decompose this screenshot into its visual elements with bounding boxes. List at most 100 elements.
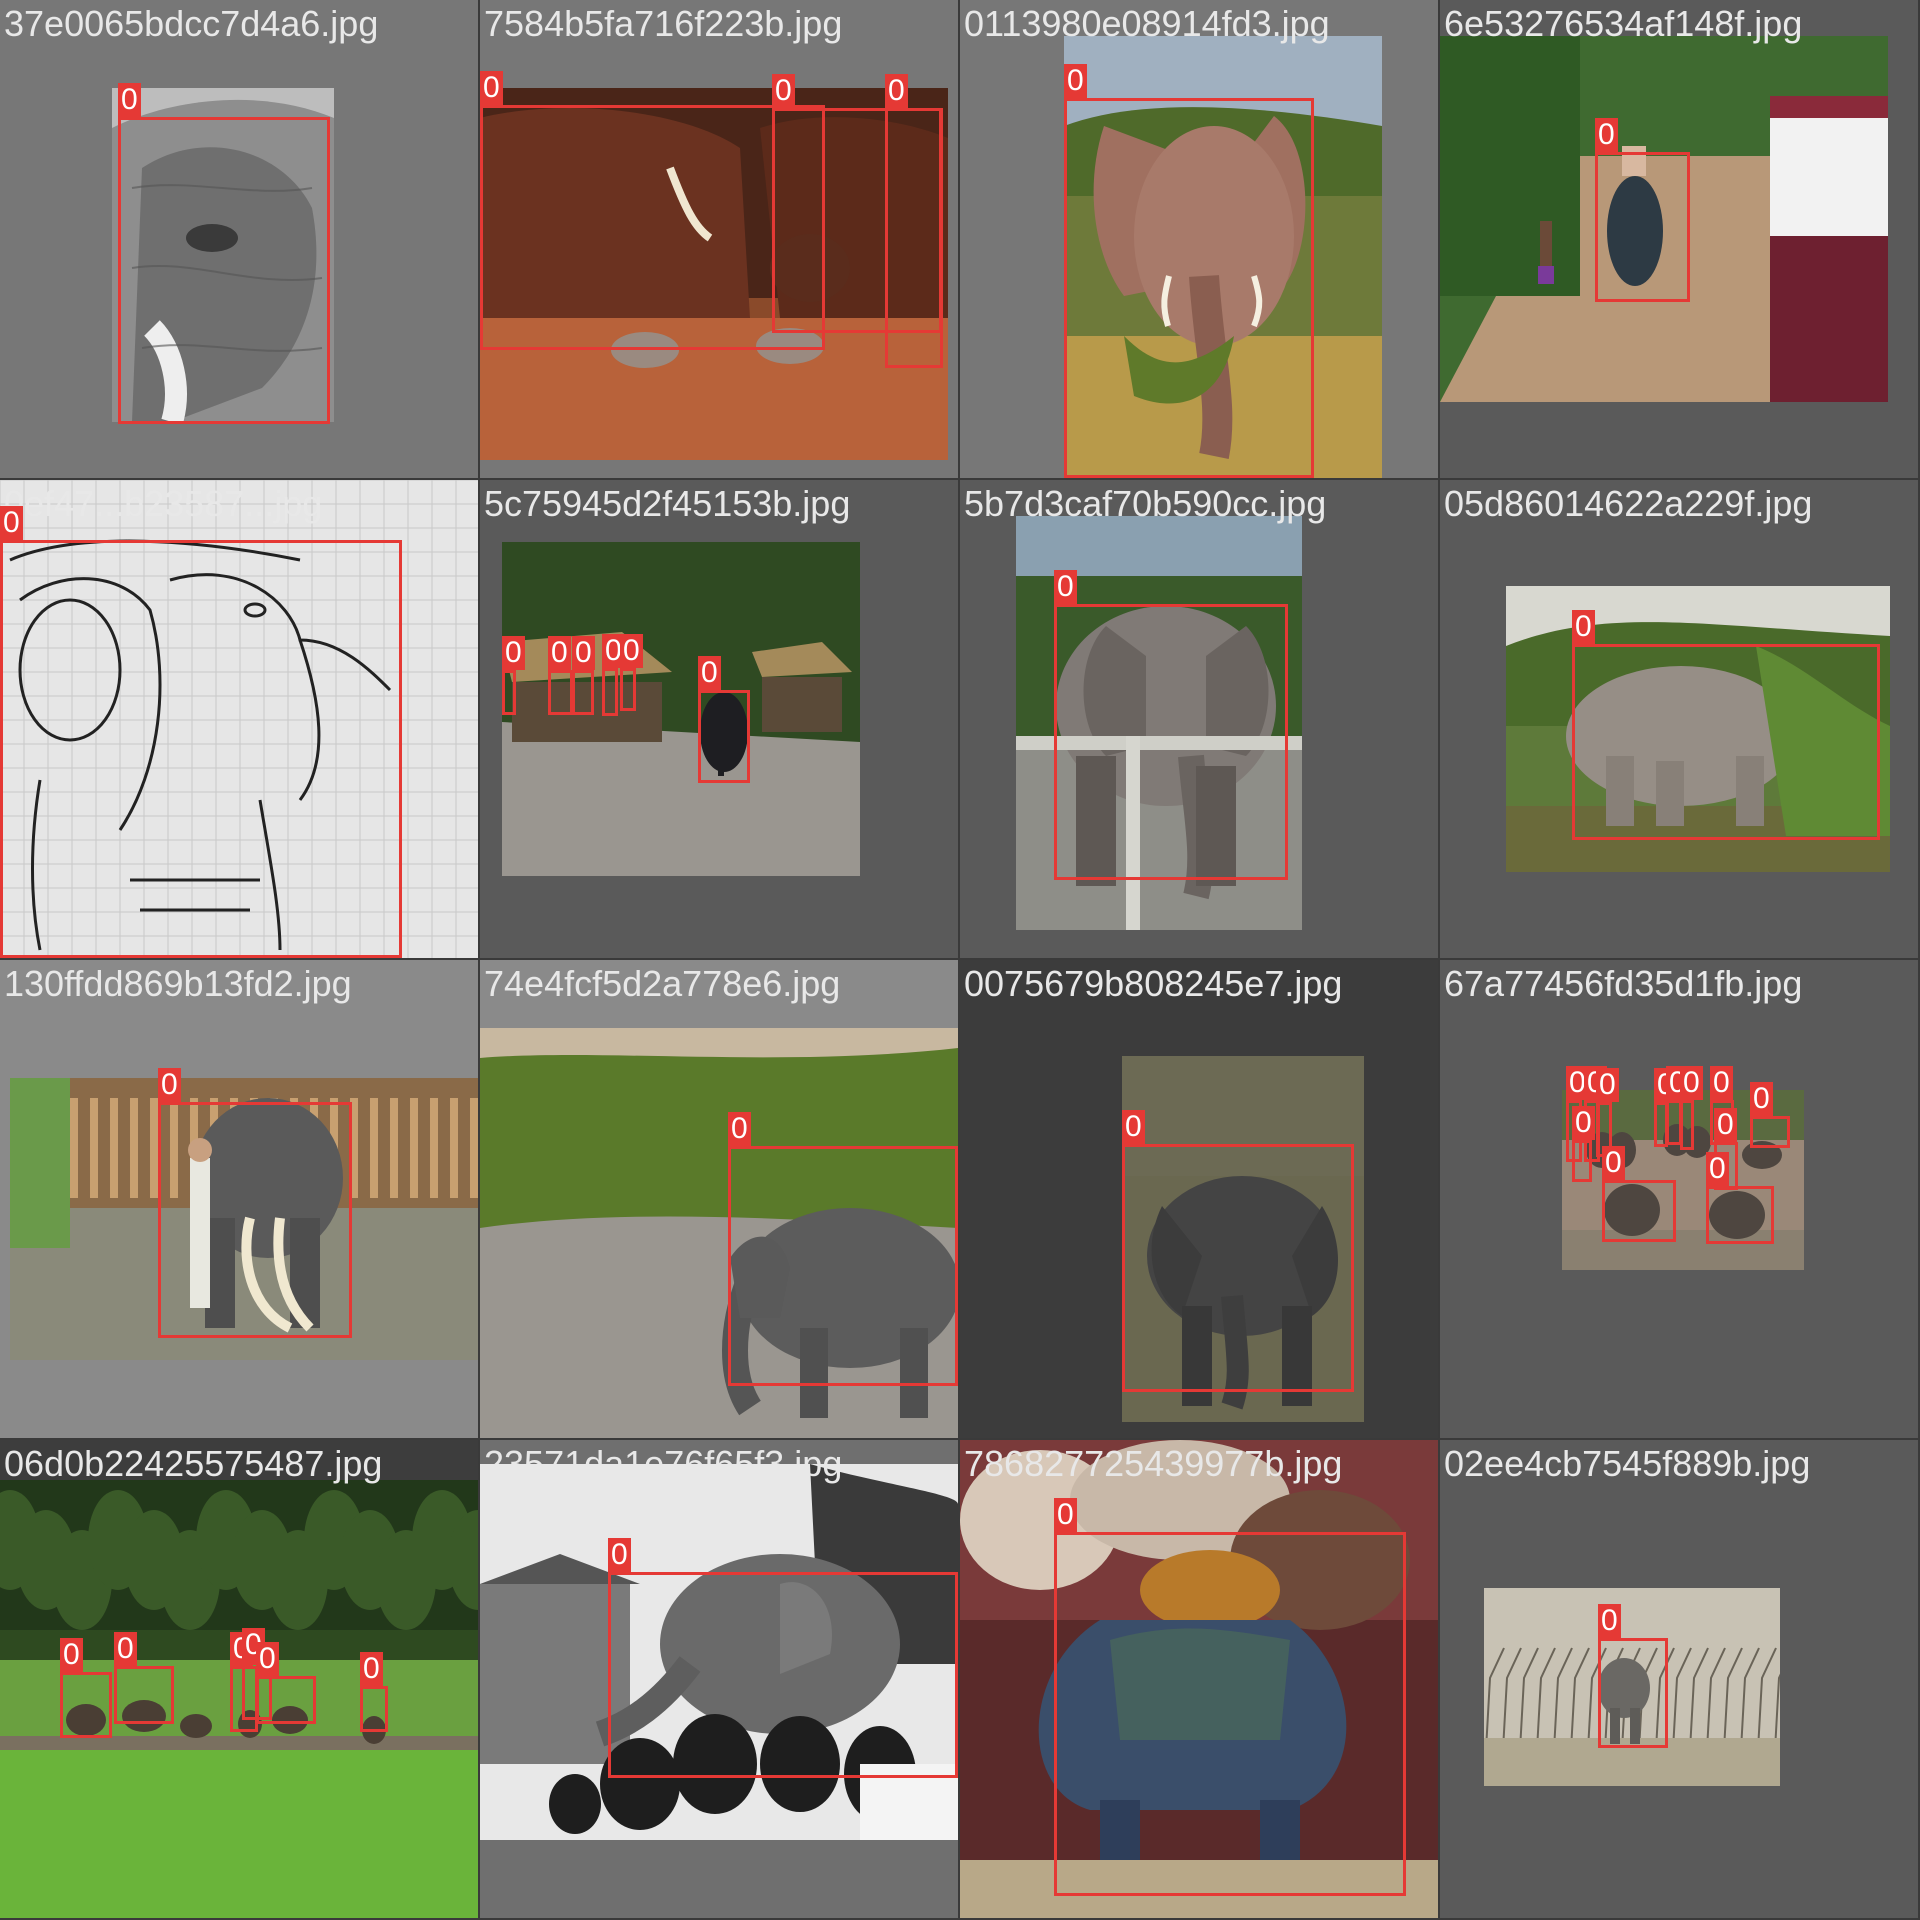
detection-box: [1572, 644, 1880, 840]
tile-filename: 130ffdd869b13fd2.jpg: [4, 963, 352, 1004]
detection-class-label: 0: [1054, 570, 1077, 604]
tile-filename: 05d86014622a229f.jpg: [1444, 483, 1813, 524]
detection-class-label: 0: [256, 1642, 279, 1676]
tile-filename: 0075679b808245e7.jpg: [964, 963, 1343, 1004]
tile-photo: [1484, 1588, 1780, 1786]
detection-box: [1680, 1100, 1694, 1150]
detection-box: [620, 668, 636, 711]
detection-class-label: 0: [158, 1068, 181, 1102]
detection-class-label: 0: [480, 71, 503, 105]
tile-photo: [480, 1028, 958, 1438]
detection-class-label: 0: [1714, 1108, 1737, 1142]
tile-photo: [10, 1078, 478, 1360]
tile-filename: 74e4fcf5d2a778e6.jpg: [484, 963, 841, 1004]
detection-class-label: 0: [1598, 1604, 1621, 1638]
tile-filename: 0ef47...b23587...jpg: [4, 483, 323, 524]
detection-box: [1064, 98, 1314, 478]
detection-box: [698, 690, 750, 783]
tile-filename: 6e53276534af148f.jpg: [1444, 3, 1803, 44]
tile-photo: [960, 1440, 1438, 1918]
detection-class-label: 0: [1054, 1498, 1077, 1532]
detection-class-label: 0: [1572, 1106, 1595, 1140]
detection-box: [1706, 1186, 1774, 1244]
tile-photo: [1122, 1056, 1364, 1422]
tile-filename: 5c75945d2f45153b.jpg: [484, 483, 851, 524]
detection-box: [885, 108, 943, 368]
detection-class-label: 0: [620, 634, 643, 668]
detection-class-label: 0: [548, 636, 571, 670]
detection-box: [608, 1572, 958, 1778]
tile-photo: [480, 88, 948, 460]
tile-photo: [0, 480, 478, 958]
detection-class-label: 0: [608, 1538, 631, 1572]
mosaic-tile: 0ef47...b23587...jpg 0: [0, 480, 478, 958]
tile-filename: 786827725439977b.jpg: [964, 1443, 1343, 1484]
detection-class-label: 0: [602, 634, 625, 668]
detection-class-label: 0: [1064, 64, 1087, 98]
tile-filename: 37e0065bdcc7d4a6.jpg: [4, 3, 379, 44]
detection-box: [502, 670, 516, 715]
detection-box: [1750, 1116, 1790, 1148]
detection-class-label: 0: [1706, 1152, 1729, 1186]
tile-photo: [0, 1480, 478, 1918]
detection-box: [572, 670, 594, 715]
mosaic-tile: 0113980e08914fd3.jpg 0: [960, 0, 1438, 478]
detection-box: [602, 668, 618, 716]
tile-photo: [1440, 36, 1888, 402]
detection-box: [480, 105, 825, 350]
tile-photo: [112, 88, 334, 422]
tile-photo: [1016, 516, 1302, 930]
mosaic-tile: 6e53276534af148f.jpg 0: [1440, 0, 1918, 478]
tile-filename: 0113980e08914fd3.jpg: [964, 3, 1330, 44]
detection-class-label: 0: [728, 1112, 751, 1146]
mosaic-tile: 02ee4cb7545f889b.jpg 0: [1440, 1440, 1918, 1918]
detection-class-label: 0: [1680, 1066, 1703, 1100]
tile-filename: 02ee4cb7545f889b.jpg: [1444, 1443, 1811, 1484]
detection-class-label: 0: [772, 74, 795, 108]
mosaic-tile: 05d86014622a229f.jpg 0: [1440, 480, 1918, 958]
mosaic-tile: 7584b5fa716f223b.jpg 0 0 0: [480, 0, 958, 478]
detection-box: [1572, 1140, 1592, 1182]
mosaic-tile: 23571da1e76f65f3.jpg 0: [480, 1440, 958, 1918]
mosaic-tile: 130ffdd869b13fd2.jpg 0: [0, 960, 478, 1438]
detection-box: [0, 540, 402, 958]
detection-class-label: 0: [1596, 1068, 1619, 1102]
detection-class-label: 0: [1595, 118, 1618, 152]
mosaic-tile: 37e0065bdcc7d4a6.jpg 0: [0, 0, 478, 478]
detection-class-label: 0: [1566, 1066, 1589, 1100]
detection-class-label: 0: [1750, 1082, 1773, 1116]
mosaic-tile: 0075679b808245e7.jpg 0: [960, 960, 1438, 1438]
detection-box: [1602, 1180, 1676, 1242]
mosaic-tile: 786827725439977b.jpg 0: [960, 1440, 1438, 1918]
detection-class-label: 0: [1572, 610, 1595, 644]
detection-box: [256, 1676, 316, 1724]
mosaic-tile: 5b7d3caf70b590cc.jpg 0: [960, 480, 1438, 958]
detection-class-label: 0: [1122, 1110, 1145, 1144]
tile-filename: 67a77456fd35d1fb.jpg: [1444, 963, 1803, 1004]
detection-box: [1054, 604, 1288, 880]
detection-class-label: 0: [60, 1638, 83, 1672]
tile-filename: 5b7d3caf70b590cc.jpg: [964, 483, 1327, 524]
detection-class-label: 0: [885, 74, 908, 108]
detection-box: [1598, 1638, 1668, 1748]
detection-class-label: 0: [114, 1632, 137, 1666]
tile-filename: 06d0b22425575487.jpg: [4, 1443, 383, 1484]
detection-class-label: 0: [698, 656, 721, 690]
detection-class-label: 0: [360, 1652, 383, 1686]
detection-box: [728, 1146, 958, 1386]
detection-box: [114, 1666, 174, 1724]
detection-box: [1595, 152, 1690, 302]
detection-class-label: 0: [0, 506, 23, 540]
detection-box: [548, 670, 573, 715]
tile-photo: [502, 542, 860, 876]
tile-filename: 23571da1e76f65f3.jpg: [484, 1443, 843, 1484]
mosaic-tile: 74e4fcf5d2a778e6.jpg 0: [480, 960, 958, 1438]
detection-class-label: 0: [502, 636, 525, 670]
detection-class-label: 0: [118, 83, 141, 117]
detection-class-label: 0: [1710, 1066, 1733, 1100]
detection-class-label: 0: [1602, 1146, 1625, 1180]
detection-box: [1054, 1532, 1406, 1896]
detection-box: [1122, 1144, 1354, 1392]
